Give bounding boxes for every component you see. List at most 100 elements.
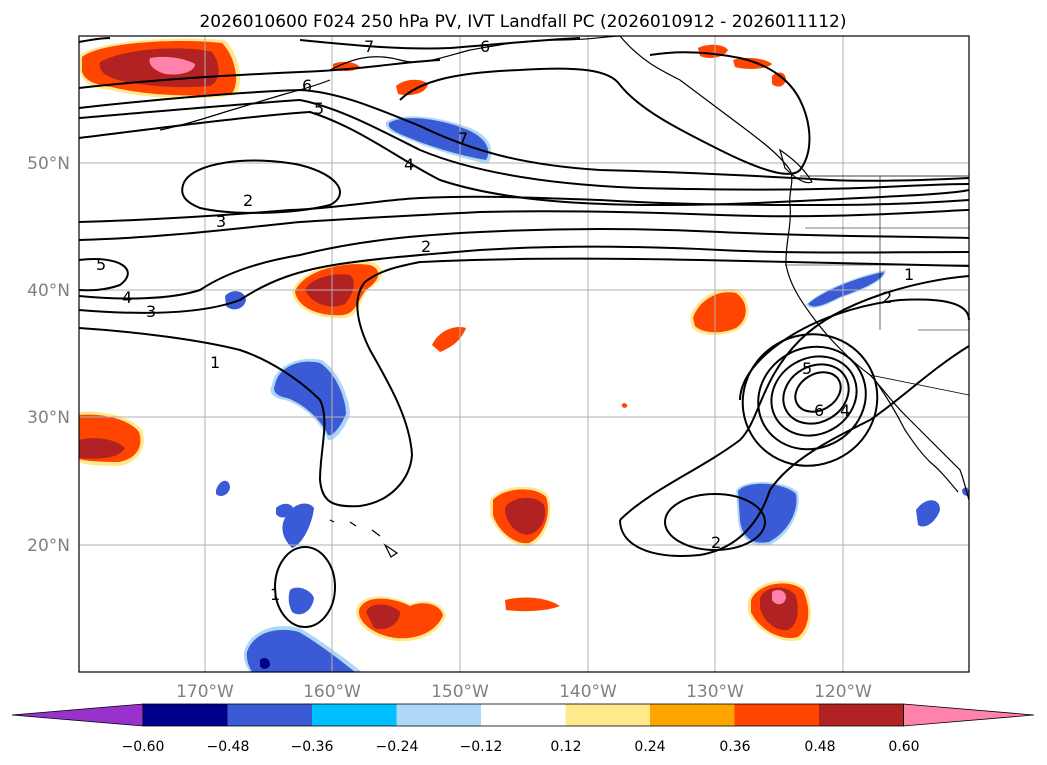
- contour-line: [78, 195, 970, 223]
- coastlines: [159, 35, 970, 558]
- contour-label: 6: [302, 76, 312, 95]
- map-background: [79, 36, 969, 672]
- lon-label: 170°W: [176, 682, 234, 702]
- lon-label: 140°W: [559, 682, 617, 702]
- contour-label: 1: [904, 265, 914, 284]
- colorbar-tick-label: 0.12: [550, 739, 581, 755]
- contour-label: 7: [364, 37, 374, 56]
- contour-label: 3: [216, 212, 226, 231]
- pv-fill-regions: [79, 38, 969, 672]
- lon-label: 150°W: [431, 682, 489, 702]
- pv-region-negative: [738, 483, 797, 543]
- contour-label: 2: [882, 288, 892, 307]
- contour-line: [274, 546, 336, 628]
- colorbar-tick-label: 0.60: [888, 739, 919, 755]
- colorbar-extend-max: [903, 703, 1035, 727]
- contour-line: [78, 245, 970, 314]
- contour-line: [78, 98, 970, 191]
- contour-line: [619, 275, 970, 521]
- contour-label: 4: [404, 155, 414, 174]
- pv-region-positive: [505, 497, 546, 535]
- pv-region-positive: [772, 590, 786, 605]
- contour-line: [757, 345, 867, 451]
- contour-line: [78, 59, 441, 89]
- colorbar-segments: [11, 703, 1035, 727]
- contour-label: 7: [458, 129, 468, 148]
- alaska-coast: [329, 35, 621, 71]
- contour-label: 1: [210, 353, 220, 372]
- contour-line: [78, 209, 970, 241]
- lat-label: 20°N: [27, 536, 70, 556]
- pv-region-positive: [396, 79, 428, 96]
- contour-label: 5: [314, 99, 324, 118]
- colorbar-tick-labels: −0.60 −0.48 −0.36 −0.24 −0.12 0.12 0.24 …: [122, 739, 920, 755]
- contour-label: 5: [802, 359, 812, 378]
- pv-region-negative: [260, 657, 270, 669]
- colorbar-tick-label: 0.36: [719, 739, 750, 755]
- baja-coast: [874, 379, 959, 493]
- colorbar-segment: [396, 704, 482, 726]
- contour-label: 6: [480, 37, 490, 56]
- contour-line: [181, 159, 341, 214]
- colorbar-segment: [227, 704, 313, 726]
- contour-line: [782, 363, 850, 425]
- colorbar: −0.60 −0.48 −0.36 −0.24 −0.12 0.12 0.24 …: [11, 703, 1035, 755]
- contour-label: 5: [96, 255, 106, 274]
- pv-region-negative: [216, 480, 230, 496]
- map-panel: 7 6 6 5 7 4 2 3 2 5 4 3 1 1 2 5 6 4 2 1: [78, 35, 970, 673]
- pv-region-positive: [149, 56, 195, 75]
- lon-label: 120°W: [814, 682, 872, 702]
- contour-label: 2: [711, 533, 721, 552]
- pv-region-positive: [366, 604, 400, 630]
- contour-line: [770, 355, 858, 437]
- lon-label: 130°W: [686, 682, 744, 702]
- pv-region-positive: [760, 587, 798, 631]
- contour-line: [299, 37, 581, 50]
- us-mexico-border: [869, 374, 970, 396]
- contour-line: [78, 228, 970, 300]
- contour-labels: 7 6 6 5 7 4 2 3 2 5 4 3 1 1 2 5 6 4 2 1: [96, 37, 914, 604]
- longitude-labels: 170°W 160°W 150°W 140°W 130°W 120°W: [176, 682, 872, 702]
- contour-line: [399, 51, 811, 175]
- colorbar-tick-label: −0.36: [291, 739, 334, 755]
- colorbar-tick-label: −0.24: [376, 739, 419, 755]
- pv-region-positive: [621, 403, 628, 408]
- hawaii-islands: [329, 519, 399, 558]
- colorbar-tick-label: 0.48: [804, 739, 835, 755]
- contour-line: [664, 493, 766, 551]
- pv-region-positive: [505, 597, 560, 612]
- colorbar-extend-min: [11, 703, 144, 727]
- pv-region-negative: [388, 118, 489, 160]
- pv-region-negative: [288, 587, 314, 615]
- latitude-labels: 50°N 40°N 30°N 20°N: [27, 154, 70, 556]
- figure-title: 2026010600 F024 250 hPa PV, IVT Landfall…: [199, 12, 846, 32]
- contour-line: [78, 257, 970, 508]
- state-lines: [785, 176, 969, 331]
- contour-label: 2: [421, 237, 431, 256]
- contour-line: [78, 37, 111, 43]
- pv-region-positive: [79, 438, 125, 459]
- colorbar-frame: [142, 703, 904, 727]
- lat-label: 50°N: [27, 154, 70, 174]
- pv-region-negative: [246, 629, 355, 672]
- contour-line: [619, 345, 970, 557]
- pv-region-negative: [808, 272, 884, 307]
- colorbar-segment: [734, 704, 820, 726]
- colorbar-segment: [819, 704, 904, 726]
- contour-label: 3: [146, 302, 156, 321]
- lon-label: 160°W: [303, 682, 361, 702]
- colorbar-tick-label: −0.48: [207, 739, 250, 755]
- contour-lines: [78, 37, 970, 628]
- lat-label: 40°N: [27, 281, 70, 301]
- contour-line: [794, 371, 842, 413]
- pv-region-positive: [772, 72, 786, 87]
- colorbar-segment: [481, 704, 566, 726]
- pv-region-positive: [432, 326, 466, 352]
- colorbar-segment: [565, 704, 651, 726]
- colorbar-tick-label: −0.60: [122, 739, 165, 755]
- contour-label: 1: [270, 585, 280, 604]
- contour-line: [741, 333, 879, 467]
- contour-line: [78, 88, 970, 182]
- contour-label: 4: [122, 288, 132, 307]
- colorbar-segment: [312, 704, 397, 726]
